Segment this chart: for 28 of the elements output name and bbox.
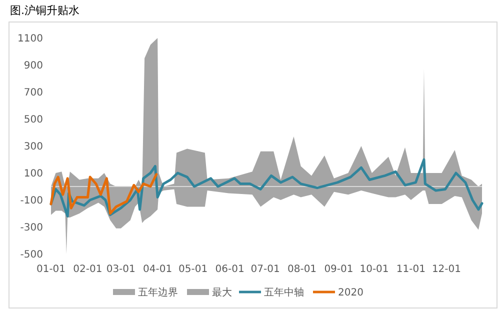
- y-tick-label: -300: [20, 222, 43, 234]
- legend-label: 五年边界: [138, 286, 178, 298]
- x-tick-label: 09-01: [324, 264, 354, 275]
- x-tick-label: 10-01: [360, 264, 389, 275]
- x-tick-label: 02-01: [73, 264, 102, 275]
- y-tick-label: -100: [20, 196, 43, 206]
- line-series: [50, 173, 158, 215]
- x-tick-label: 06-01: [215, 264, 244, 275]
- x-tick-label: 04-01: [143, 264, 172, 275]
- legend-label: 五年中轴: [264, 286, 304, 298]
- x-tick-label: 01-01: [36, 264, 66, 275]
- line-series: [50, 158, 484, 218]
- x-tick-label: 03-01: [106, 264, 136, 275]
- chart-title: 图.沪铜升贴水: [10, 4, 80, 17]
- legend-label: 最大: [212, 286, 232, 298]
- y-tick-label: -500: [20, 250, 43, 260]
- x-tick-label: 11-01: [396, 264, 426, 275]
- y-tick-label: 300: [24, 142, 43, 152]
- y-tick-label: 900: [24, 60, 43, 72]
- y-tick-label: 100: [24, 168, 43, 180]
- x-tick-label: 08-01: [287, 264, 317, 275]
- x-tick-label: 05-01: [178, 264, 208, 275]
- legend-label: 2020: [338, 288, 364, 298]
- y-tick-label: 500: [24, 114, 43, 126]
- x-tick-label: 07-01: [250, 264, 280, 275]
- y-tick-label: 1100: [18, 34, 43, 44]
- y-tick-label: 700: [24, 88, 43, 98]
- x-tick-label: 12-01: [432, 264, 462, 275]
